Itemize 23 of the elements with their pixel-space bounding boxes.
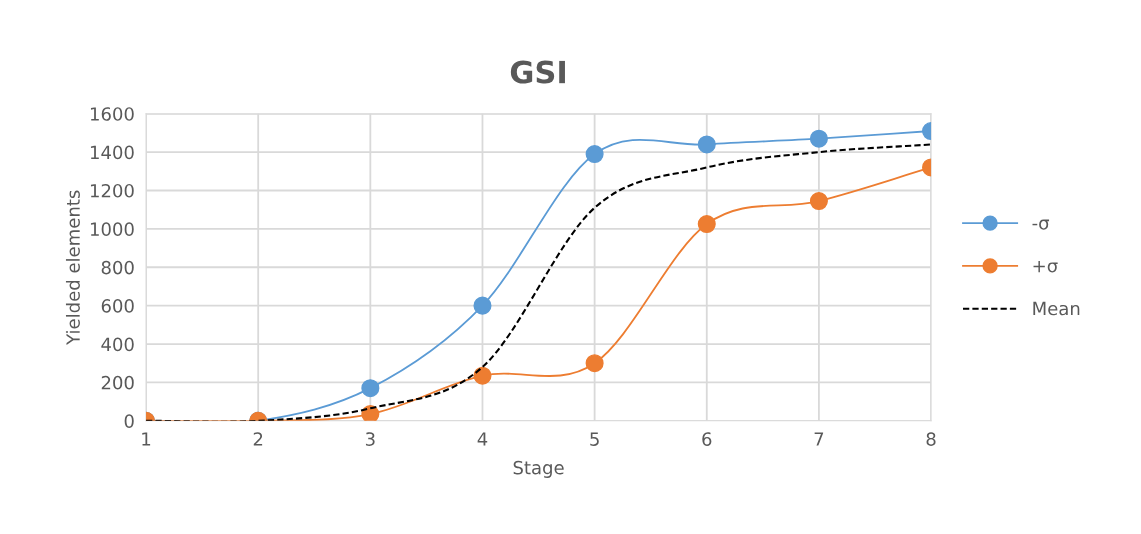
x-tick-label: 4 bbox=[477, 432, 488, 446]
y-tick-label: 800 bbox=[101, 260, 134, 275]
x-tick-label: 8 bbox=[926, 432, 936, 446]
y-tick-label: 1400 bbox=[90, 145, 134, 160]
y-axis-title: Yielded elements bbox=[65, 190, 80, 345]
x-tick-label: 6 bbox=[702, 432, 712, 446]
y-tick-label: 0 bbox=[124, 414, 134, 428]
legend-label: -σ bbox=[1032, 219, 1050, 230]
y-tick-label: 1000 bbox=[90, 222, 134, 236]
legend-label: +σ bbox=[1033, 260, 1058, 273]
y-tick-label: 200 bbox=[101, 375, 134, 390]
x-tick-label: 2 bbox=[253, 432, 263, 446]
x-tick-label: 3 bbox=[365, 432, 375, 446]
chart-title: GSI bbox=[510, 60, 565, 84]
y-tick-label: 600 bbox=[101, 299, 134, 313]
y-tick-label: 1600 bbox=[90, 107, 134, 121]
x-tick-label: 5 bbox=[590, 432, 599, 446]
x-axis-title: Stage bbox=[513, 460, 564, 478]
x-tick-label: 7 bbox=[814, 432, 824, 446]
y-tick-label: 400 bbox=[101, 337, 134, 352]
x-tick-label: 1 bbox=[142, 432, 151, 446]
legend-label: Mean bbox=[1033, 301, 1080, 316]
y-tick-label: 1200 bbox=[90, 183, 134, 198]
